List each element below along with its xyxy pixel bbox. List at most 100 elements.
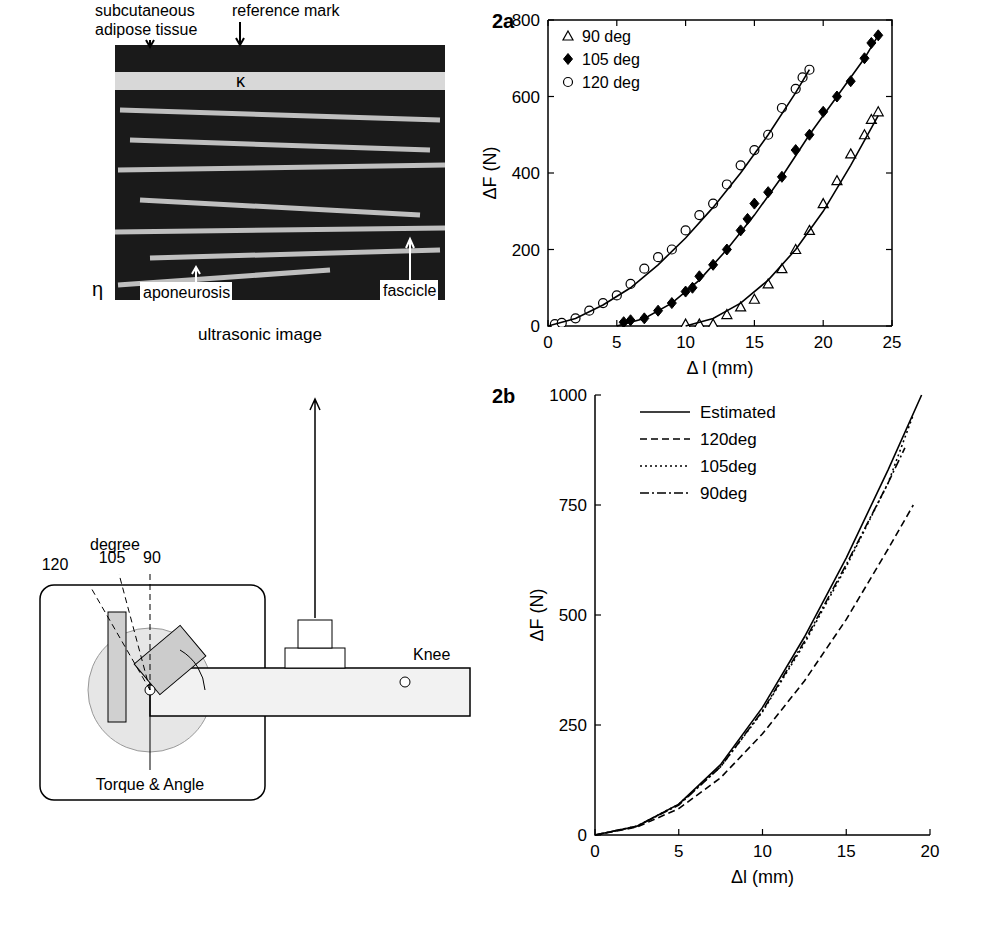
- y-tick-label: 1000: [549, 386, 587, 405]
- arrow: [310, 399, 320, 618]
- y-tick: [548, 172, 554, 173]
- y-tick-label: 250: [559, 716, 587, 735]
- y-tick: [548, 19, 554, 20]
- data-line: [617, 35, 878, 326]
- legend-label: 105deg: [700, 457, 757, 476]
- y-tick-label: 500: [559, 606, 587, 625]
- legend-label: 120 deg: [582, 74, 640, 91]
- x-tick: [762, 829, 763, 835]
- image-streak: [140, 200, 420, 215]
- data-line: [595, 415, 913, 835]
- leg: [150, 668, 470, 716]
- x-tick: [891, 320, 892, 326]
- legend-marker: [564, 54, 573, 65]
- label: 120: [42, 556, 69, 573]
- legend-entry: 120 deg: [564, 74, 640, 91]
- knee-point: [400, 677, 410, 687]
- data-point: [708, 319, 718, 327]
- data-point: [750, 198, 759, 209]
- legend-entry: 105 deg: [564, 51, 640, 68]
- x-tick: [685, 20, 686, 26]
- x-tick-label: 5: [674, 842, 683, 861]
- legend-line: [640, 438, 690, 440]
- data-point: [736, 225, 745, 236]
- plot-area: [595, 395, 922, 835]
- apparatus-diagram: degree12010590Torque & AngleKnee: [40, 399, 470, 800]
- data-point: [654, 253, 663, 262]
- x-tick-label: 10: [676, 333, 695, 352]
- panel-label: 2b: [492, 385, 515, 407]
- ultrasound-panel: subcutaneousadipose tissuereference mark…: [92, 2, 445, 344]
- rotation-arrow: [180, 650, 205, 690]
- data-point: [722, 180, 731, 189]
- panel-label: 2a: [492, 10, 515, 32]
- data-point: [626, 315, 635, 326]
- axis: [595, 395, 930, 835]
- arrow: [406, 239, 414, 280]
- chart: 0510152002505007501000Δl (mm)ΔF (N)2bEst…: [492, 385, 939, 887]
- x-tick: [678, 829, 679, 835]
- data-point: [873, 107, 883, 116]
- x-tick: [754, 320, 755, 326]
- x-tick: [929, 829, 930, 835]
- legend-marker: [564, 78, 573, 87]
- data-line: [595, 505, 913, 835]
- label: Torque & Angle: [96, 776, 205, 793]
- label: η: [92, 278, 103, 300]
- chart: 05101520250200400600800Δ l (mm)ΔF (N)2a9…: [480, 10, 901, 378]
- legend-line: [640, 411, 690, 413]
- y-tick: [548, 96, 554, 97]
- ultrasound-image: [115, 45, 445, 300]
- data-point: [667, 245, 676, 254]
- legend-label: 105 deg: [582, 51, 640, 68]
- plot-area: [548, 30, 883, 327]
- angle-line: [90, 586, 150, 690]
- y-tick: [886, 249, 892, 250]
- frame: [548, 20, 892, 326]
- image-streak: [115, 228, 445, 232]
- legend-line: [640, 492, 690, 494]
- legend-line: [640, 465, 690, 467]
- data-point: [749, 294, 759, 303]
- legend-entry: Estimated: [640, 403, 776, 422]
- y-tick: [886, 96, 892, 97]
- x-tick-label: 5: [612, 333, 621, 352]
- data-line: [548, 70, 809, 326]
- image-layer: [115, 72, 445, 90]
- y-tick: [886, 19, 892, 20]
- y-tick-label: 400: [512, 164, 540, 183]
- label: 105: [99, 549, 126, 566]
- x-tick-label: 15: [745, 333, 764, 352]
- x-tick-label: 20: [814, 333, 833, 352]
- figure: subcutaneousadipose tissuereference mark…: [0, 0, 1006, 926]
- y-tick-label: 800: [512, 11, 540, 30]
- data-point: [640, 264, 649, 273]
- label: Knee: [413, 646, 450, 663]
- y-tick-label: 750: [559, 496, 587, 515]
- image-streak: [150, 250, 440, 258]
- x-axis-title: Δ l (mm): [686, 358, 753, 378]
- legend-entry: 90 deg: [563, 28, 631, 45]
- x-tick-label: 10: [753, 842, 772, 861]
- y-tick: [595, 724, 601, 725]
- arrow: [146, 40, 154, 47]
- legend-marker: [563, 31, 573, 40]
- y-tick-label: 0: [531, 317, 540, 336]
- y-tick-label: 200: [512, 241, 540, 260]
- legend-label: 120deg: [700, 430, 757, 449]
- y-tick: [886, 325, 892, 326]
- label: subcutaneousadipose tissue: [95, 2, 197, 38]
- foot-plate: [108, 612, 126, 722]
- image-streak: [118, 165, 445, 170]
- x-axis-title: Δl (mm): [731, 867, 794, 887]
- pad: [285, 648, 345, 668]
- x-tick: [846, 829, 847, 835]
- y-axis-title: ΔF (N): [527, 588, 547, 641]
- x-tick-label: 25: [883, 333, 902, 352]
- y-tick-label: 600: [512, 88, 540, 107]
- y-axis-title: ΔF (N): [480, 146, 500, 199]
- angle-line: [150, 570, 151, 690]
- x-tick: [547, 20, 548, 26]
- label-line: subcutaneous: [95, 2, 195, 19]
- label-patch: [380, 280, 438, 300]
